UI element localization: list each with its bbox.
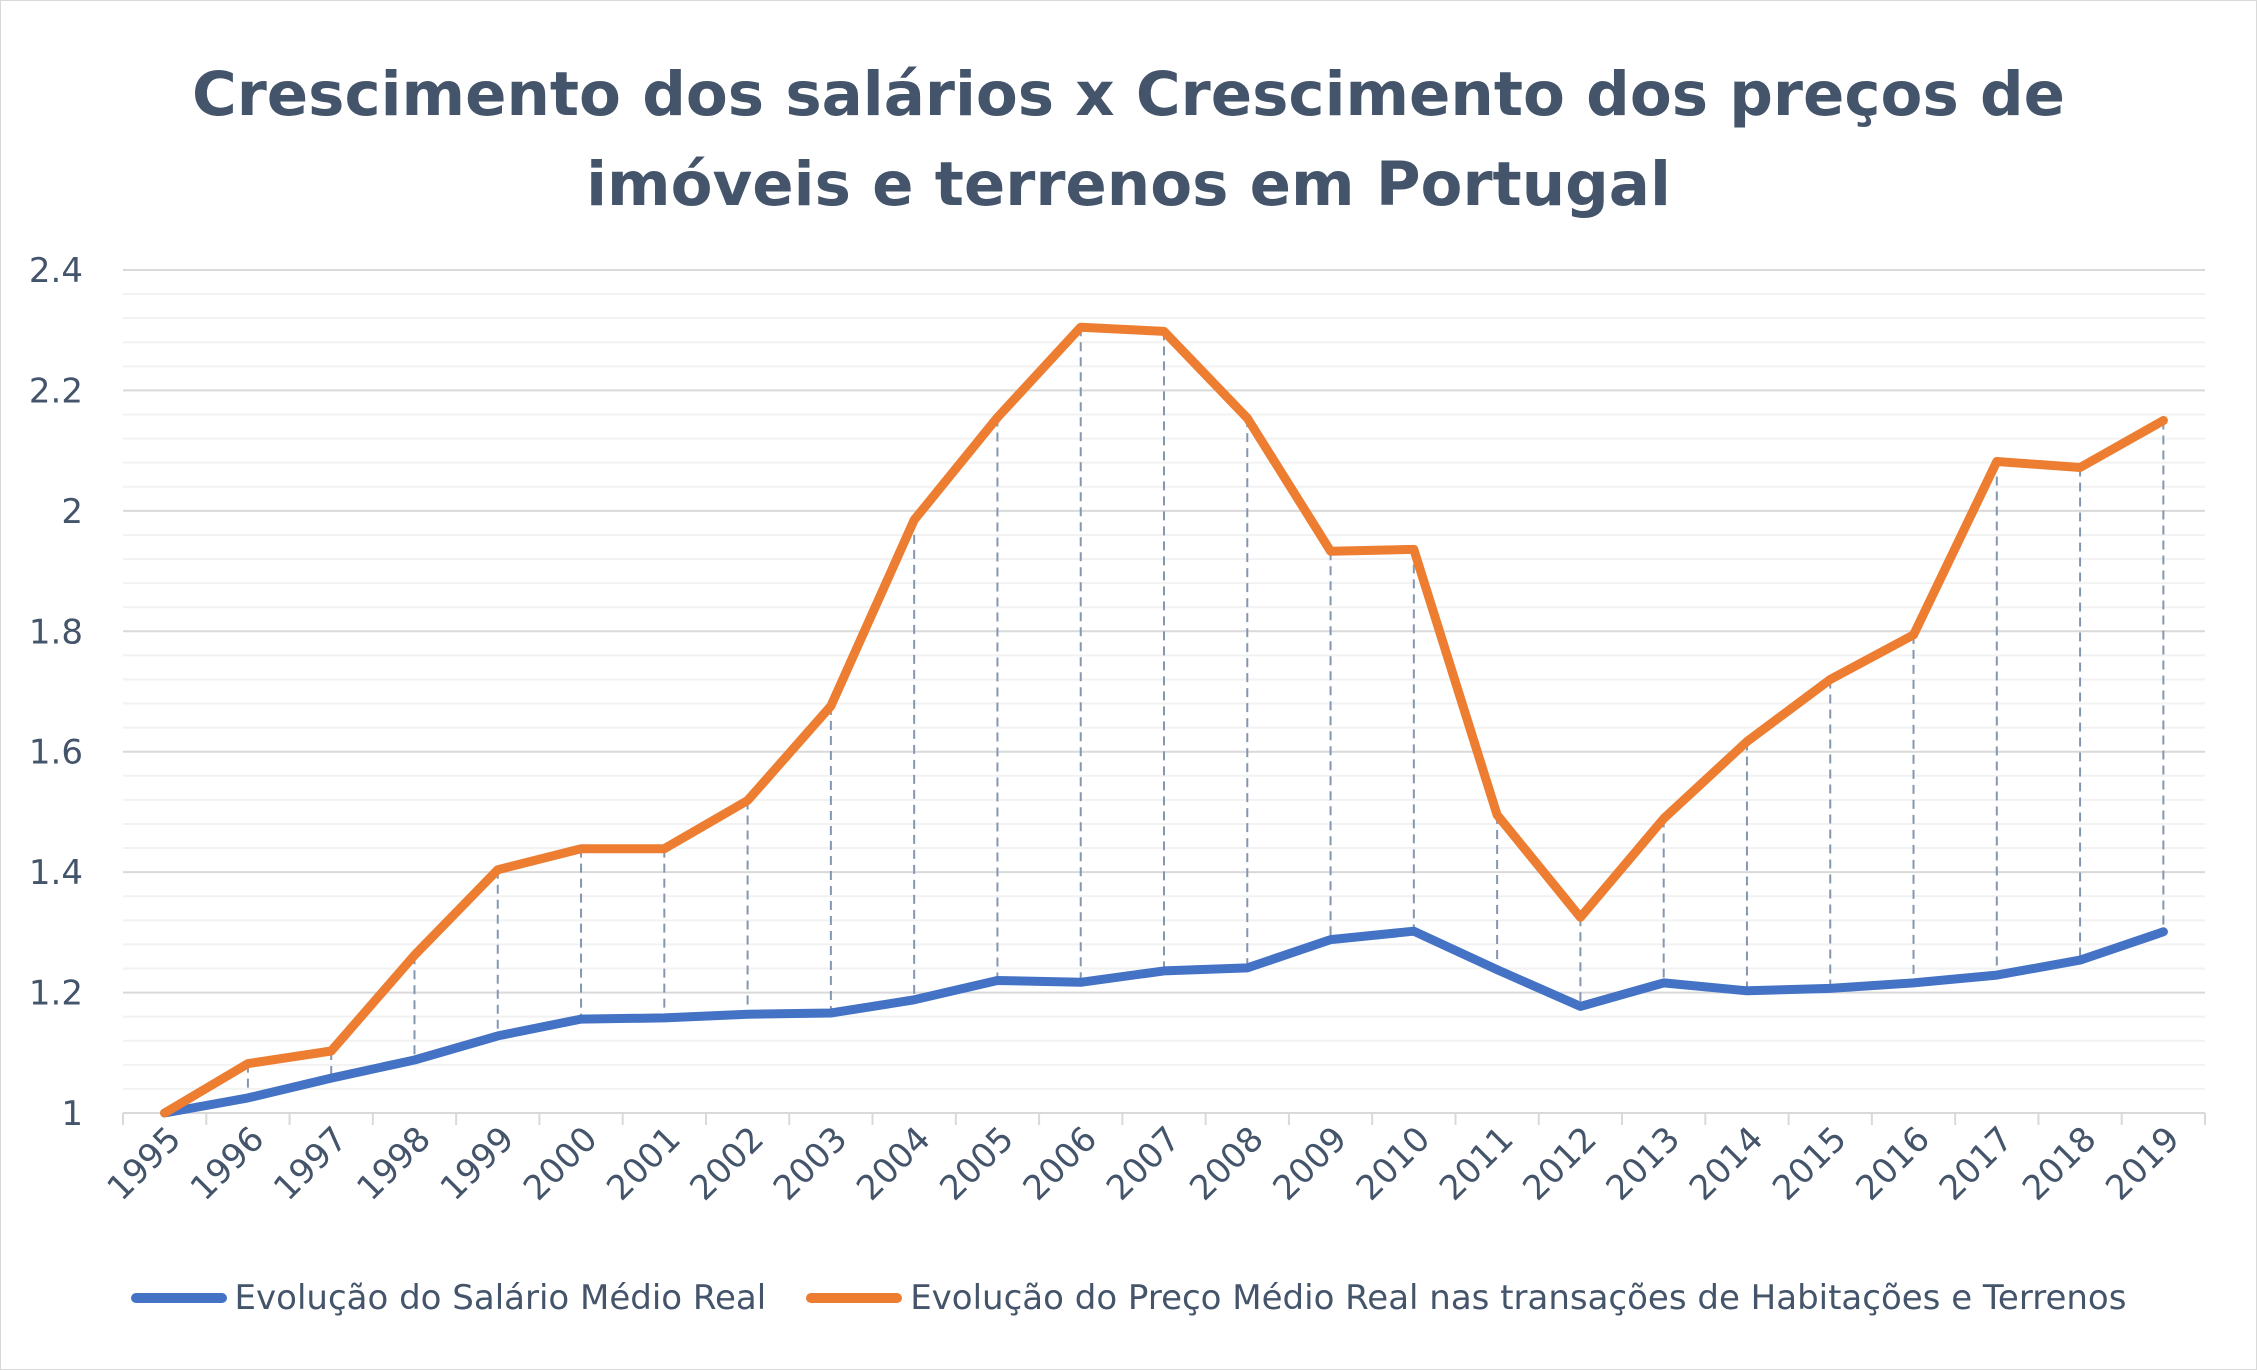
legend-item-salary[interactable]: Evolução do Salário Médio Real [130,1278,767,1318]
y-tick-label: 2 [61,492,83,532]
x-tick-label: 1995 [100,1119,189,1208]
x-tick-label: 2008 [1182,1119,1271,1208]
x-tick-label: 2000 [516,1119,605,1208]
x-tick-label: 2004 [849,1119,938,1208]
legend: Evolução do Salário Médio Real Evolução … [0,1278,2257,1318]
x-tick-label: 2007 [1099,1119,1188,1208]
chart-title: Crescimento dos salários x Crescimento d… [0,50,2257,230]
x-tick-label: 2014 [1682,1119,1771,1208]
x-tick-label: 2006 [1016,1119,1105,1208]
series-layer [160,322,2168,1118]
chart-title-line-1: Crescimento dos salários x Crescimento d… [191,59,2066,130]
x-tick-label: 2011 [1432,1119,1521,1208]
legend-swatch-salary [130,1293,227,1303]
y-tick-label: 1.2 [29,974,83,1014]
x-tick-label: 2002 [682,1119,771,1208]
legend-label-salary: Evolução do Salário Médio Real [234,1278,767,1318]
x-tick-label: 2017 [1932,1119,2021,1208]
x-tick-label: 1996 [183,1119,272,1208]
x-tick-label: 2005 [932,1119,1021,1208]
legend-label-price: Evolução do Preço Médio Real nas transaç… [910,1278,2127,1318]
y-tick-label: 1 [61,1094,83,1134]
drop-lines [246,327,2165,1098]
y-axis-labels: 1 1.2 1.4 1.6 1.8 2 2.2 2.4 [29,251,83,1134]
x-tick-label: 1997 [266,1119,355,1208]
x-tick-label: 2013 [1599,1119,1688,1208]
y-tick-label: 1.8 [29,612,83,652]
y-tick-label: 2.4 [29,251,83,291]
y-tick-label: 2.2 [29,371,83,411]
x-tick-label: 2016 [1848,1119,1937,1208]
y-tick-label: 1.4 [29,853,83,893]
legend-swatch-price [806,1293,903,1303]
x-tick-label: 2012 [1515,1119,1604,1208]
x-tick-label: 2018 [2015,1119,2104,1208]
legend-item-price[interactable]: Evolução do Preço Médio Real nas transaç… [806,1278,2126,1318]
y-tick-label: 1.6 [29,733,83,773]
x-axis [122,1112,2206,1125]
chart-title-line-2: imóveis e terrenos em Portugal [586,149,1671,220]
x-axis-labels: 1995199619971998199920002001200220032004… [100,1119,2188,1208]
series-line-salary [160,926,2168,1118]
x-tick-label: 2001 [599,1119,688,1208]
x-tick-label: 1998 [349,1119,438,1208]
x-tick-label: 2015 [1765,1119,1854,1208]
x-tick-label: 2003 [766,1119,855,1208]
x-tick-label: 1999 [433,1119,522,1208]
x-tick-label: 2009 [1265,1119,1354,1208]
series-line-price [160,322,2168,1118]
x-tick-label: 2019 [2098,1119,2187,1208]
x-tick-label: 2010 [1349,1119,1438,1208]
